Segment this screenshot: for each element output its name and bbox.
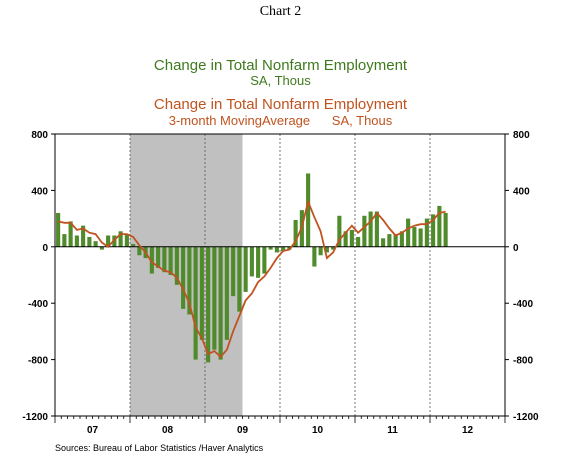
y-tick-label-right: 0 xyxy=(513,243,519,254)
bar xyxy=(87,236,92,247)
bar xyxy=(62,234,67,247)
bar xyxy=(443,212,448,247)
bar xyxy=(256,246,261,278)
bar xyxy=(268,246,273,250)
x-tick-label: 08 xyxy=(162,425,174,436)
bar xyxy=(362,215,367,247)
bar xyxy=(274,246,279,253)
bar xyxy=(324,246,329,253)
bar xyxy=(399,231,404,247)
x-tick-label: 09 xyxy=(237,425,249,436)
bar xyxy=(199,246,204,340)
bar xyxy=(218,246,223,360)
bar xyxy=(193,246,198,360)
bar xyxy=(124,234,129,247)
chart-title-line: Change in Total Nonfarm Employment xyxy=(153,96,408,113)
bar xyxy=(74,235,79,247)
document-title: Chart 2 xyxy=(259,4,302,19)
bar xyxy=(131,243,136,247)
bar xyxy=(412,227,417,247)
bar xyxy=(168,246,173,275)
bar xyxy=(437,205,442,247)
bar xyxy=(431,214,436,247)
y-tick-label-left: -1200 xyxy=(22,412,48,423)
y-tick-label-right: 800 xyxy=(513,130,530,141)
bar xyxy=(343,231,348,247)
x-tick-label: 10 xyxy=(312,425,324,436)
y-tick-label-right: -1200 xyxy=(513,412,539,423)
bar xyxy=(156,246,161,268)
bar xyxy=(56,212,61,247)
bar xyxy=(181,246,186,309)
bar xyxy=(81,225,86,247)
bar xyxy=(393,234,398,247)
bar xyxy=(262,246,267,274)
bar xyxy=(318,246,323,256)
y-tick-label-left: -800 xyxy=(28,356,48,367)
bar xyxy=(381,238,386,247)
source-note: Sources: Bureau of Labor Statistics /Hav… xyxy=(55,443,264,453)
bar xyxy=(224,246,229,340)
bar xyxy=(106,235,111,247)
y-tick-label-right: 400 xyxy=(513,186,530,197)
bar xyxy=(312,246,317,267)
y-tick-label-left: 400 xyxy=(31,186,48,197)
bar xyxy=(368,211,373,247)
x-tick-label: 11 xyxy=(387,425,398,436)
bar xyxy=(231,246,236,297)
bar xyxy=(118,231,123,247)
x-tick-label: 07 xyxy=(87,425,99,436)
bar xyxy=(237,246,242,312)
bar xyxy=(137,246,142,256)
bar xyxy=(387,234,392,247)
bar xyxy=(212,246,217,350)
bar xyxy=(149,246,154,274)
bar xyxy=(306,173,311,247)
y-tick-label-left: 800 xyxy=(31,130,48,141)
bar xyxy=(331,246,336,250)
bar xyxy=(93,241,98,247)
y-tick-label-right: -400 xyxy=(513,299,533,310)
bar xyxy=(293,220,298,247)
bar xyxy=(206,246,211,363)
bar xyxy=(243,246,248,292)
bar xyxy=(249,246,254,277)
y-tick-label-left: 0 xyxy=(42,243,48,254)
bar xyxy=(162,246,167,273)
chart-title-bars: Change in Total Nonfarm Employment xyxy=(153,57,408,74)
bar xyxy=(418,228,423,247)
bar xyxy=(374,211,379,247)
x-tick-label: 12 xyxy=(462,425,474,436)
bar xyxy=(187,246,192,315)
bar xyxy=(281,246,286,252)
bar xyxy=(424,218,429,247)
chart-subtitle-bars: SA, Thous xyxy=(250,73,311,88)
bar xyxy=(174,246,179,285)
moving-average-line xyxy=(57,198,446,359)
bar xyxy=(99,246,104,250)
chart-subtitle-line: 3-month MovingAverage SA, Thous xyxy=(168,113,393,128)
y-tick-label-left: -400 xyxy=(28,299,48,310)
bar xyxy=(349,229,354,247)
recession-shading xyxy=(130,134,243,416)
y-tick-label-right: -800 xyxy=(513,356,533,367)
bar xyxy=(337,215,342,247)
bar xyxy=(356,236,361,247)
bar xyxy=(406,218,411,247)
bar xyxy=(68,221,73,247)
